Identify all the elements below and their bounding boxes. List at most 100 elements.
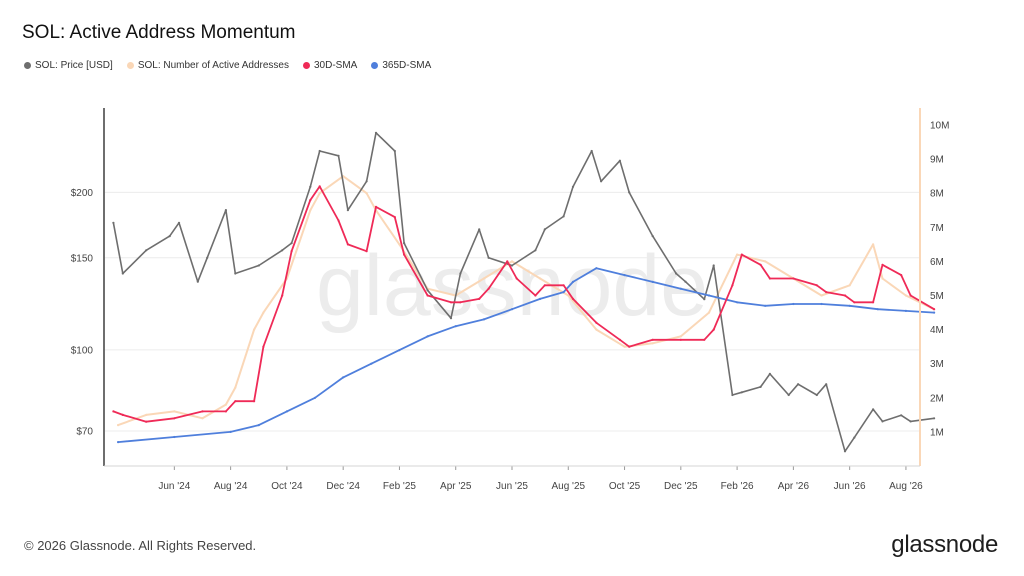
data-point-365d-sma [173,435,176,439]
data-point-30d-sma [768,277,772,280]
legend-item-365d-sma[interactable]: 365D-SMA [371,60,431,71]
data-point-365d-sma [229,430,232,433]
data-point-365d-sma [510,308,514,311]
x-tick-label: Aug '26 [889,481,923,492]
legend-label-active-addresses: SOL: Number of Active Addresses [137,60,289,71]
legend-item-price[interactable]: SOL: Price [USD] [24,60,113,71]
data-point-sol-price-usd [206,256,209,259]
data-point-30d-sma [543,284,546,287]
data-point-sol-number-of-active-addresses [623,345,626,348]
data-point-sol-price-usd [881,420,884,423]
data-point-30d-sma [346,243,349,246]
chart-legend: SOL: Price [USD] SOL: Number of Active A… [24,60,431,71]
data-point-sol-number-of-active-addresses [764,260,767,263]
y-right-tick-label: 10M [930,121,949,132]
data-point-sol-number-of-active-addresses [117,424,120,427]
data-point-sol-price-usd [759,385,762,388]
legend-swatch-active-addresses [126,62,134,69]
data-point-30d-sma [872,301,875,304]
data-point-30d-sma [825,291,828,294]
legend-label-price: SOL: Price [USD] [35,60,113,71]
data-point-30d-sma [290,250,293,253]
data-point-sol-price-usd [675,272,678,275]
data-point-30d-sma [843,294,847,297]
data-point-30d-sma [562,284,565,287]
data-point-sol-number-of-active-addresses [173,410,176,413]
legend-label-365d-sma: 365D-SMA [382,60,432,71]
data-point-30d-sma [679,338,682,341]
y-right-tick-label: 8M [930,189,944,200]
data-point-sol-price-usd [797,383,800,386]
data-point-sol-price-usd [121,272,124,275]
data-point-sol-price-usd [543,228,546,231]
data-point-30d-sma [318,185,321,188]
data-point-365d-sma [285,410,288,413]
data-point-365d-sma [426,335,429,338]
y-right-tick-label: 2M [930,393,944,404]
data-point-365d-sma [707,294,711,297]
data-point-30d-sma [234,400,237,403]
data-point-sol-number-of-active-addresses [224,403,227,406]
data-point-365d-sma [313,396,317,399]
legend-item-active-addresses[interactable]: SOL: Number of Active Addresses [126,60,289,71]
x-tick-label: Jun '26 [834,481,866,492]
data-point-sol-number-of-active-addresses [318,192,321,195]
data-point-sol-number-of-active-addresses [820,294,823,297]
data-point-365d-sma [571,280,575,283]
data-point-sol-price-usd [281,249,284,252]
series-line-sol-price-usd [112,132,935,453]
legend-item-30d-sma[interactable]: 30D-SMA [303,60,357,71]
data-point-365d-sma [398,349,401,352]
x-tick-label: Oct '25 [609,481,641,492]
x-tick-label: Aug '25 [551,481,585,492]
data-point-30d-sma [253,400,256,403]
data-point-sol-price-usd [459,272,462,275]
data-point-30d-sma [712,328,715,331]
data-point-sol-price-usd [815,393,818,397]
data-point-sol-number-of-active-addresses [539,277,542,280]
x-tick-label: Feb '26 [721,481,754,492]
data-point-30d-sma [792,277,795,280]
y-left-tick-label: $150 [71,253,94,264]
y-right-tick-label: 4M [930,325,944,336]
data-point-sol-number-of-active-addresses [262,311,265,314]
data-point-sol-price-usd [393,149,396,153]
copyright-text: © 2026 Glassnode. All Rights Reserved. [24,538,257,553]
data-point-sol-price-usd [112,221,115,224]
data-point-sol-number-of-active-addresses [904,294,908,297]
legend-swatch-price [24,62,31,69]
data-point-365d-sma [370,362,373,365]
data-point-30d-sma [449,301,453,304]
data-point-30d-sma [815,284,818,287]
x-tick-label: Feb '25 [383,481,416,492]
data-point-sol-price-usd [571,185,575,188]
data-point-365d-sma [876,308,879,311]
data-point-30d-sma [459,301,462,304]
data-point-sol-number-of-active-addresses [651,342,654,345]
y-right-tick-label: 7M [930,223,944,234]
data-point-sol-price-usd [843,450,847,453]
data-point-sol-price-usd [900,414,903,417]
data-point-30d-sma [145,420,148,423]
data-point-30d-sma [426,294,429,297]
x-tick-label: Oct '24 [271,481,303,492]
data-point-365d-sma [562,291,565,294]
data-point-30d-sma [281,294,284,297]
data-point-sol-number-of-active-addresses [679,335,682,338]
data-point-sol-price-usd [872,408,875,411]
data-point-sol-number-of-active-addresses [567,294,570,297]
data-point-30d-sma [628,345,631,348]
data-point-30d-sma [393,216,396,219]
data-point-365d-sma [257,424,260,427]
data-point-30d-sma [365,250,368,253]
data-point-30d-sma [403,253,406,256]
data-point-30d-sma [374,205,378,208]
data-point-sol-price-usd [562,215,565,218]
data-point-sol-price-usd [290,242,293,245]
data-point-sol-price-usd [426,289,429,292]
y-right-tick-label: 1M [930,427,944,438]
data-point-30d-sma [618,338,622,341]
x-tick-label: Jun '24 [158,481,190,492]
data-point-sol-price-usd [712,264,715,267]
